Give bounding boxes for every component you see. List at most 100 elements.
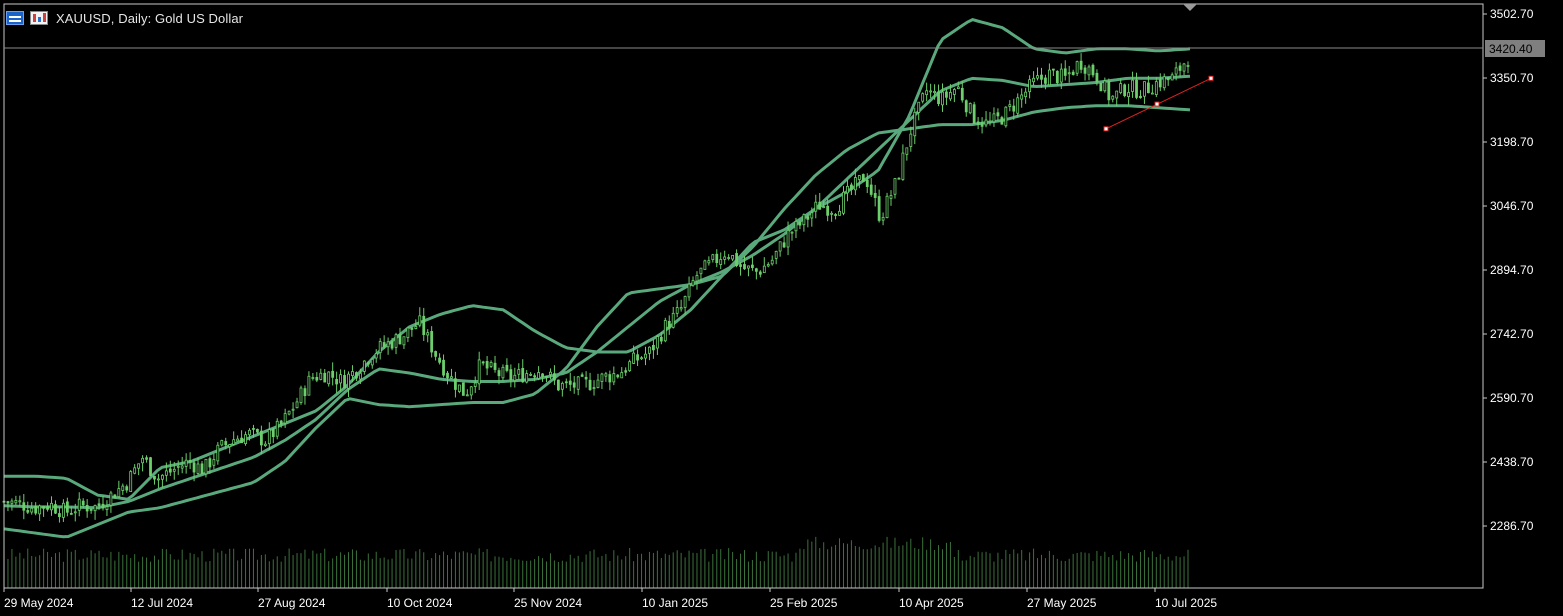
y-tick-label: 3198.70 (1490, 135, 1534, 149)
candle-body (525, 373, 529, 383)
trendline-handle[interactable] (1208, 75, 1214, 81)
candle-body (430, 331, 434, 353)
candle-body (572, 382, 576, 388)
candle-body (149, 457, 152, 476)
candle-body (418, 315, 422, 326)
candle-body (85, 504, 89, 512)
candle-body (794, 221, 798, 232)
candle-body (465, 394, 469, 397)
candle-body (216, 444, 220, 462)
candle-body (648, 346, 651, 354)
candle-body (762, 265, 766, 273)
x-tick-label: 27 May 2025 (1027, 596, 1097, 610)
candle-body (822, 206, 826, 208)
candle-body (774, 251, 778, 259)
candle-body (727, 257, 731, 259)
x-tick-label: 29 May 2024 (4, 596, 74, 610)
candle-body (1075, 61, 1079, 74)
candle-body (933, 91, 936, 93)
candle-body (410, 327, 414, 330)
candle-body (992, 113, 996, 123)
trendline-handle[interactable] (1103, 126, 1109, 132)
candle-body (612, 373, 616, 383)
candle-body (529, 373, 533, 376)
candle-body (172, 468, 176, 472)
candle-body (489, 362, 493, 367)
candle-body (861, 174, 865, 182)
candle-body (513, 374, 517, 381)
candle-body (703, 260, 707, 270)
candle-body (640, 357, 643, 360)
candle-body (956, 86, 960, 89)
candle-body (26, 510, 30, 513)
candle-body (1143, 81, 1146, 97)
candle-body (1020, 94, 1024, 100)
candle-body (711, 254, 715, 260)
candle-body (620, 372, 624, 379)
candle-body (382, 342, 386, 347)
candle-body (42, 506, 45, 509)
trendline-handle[interactable] (1154, 101, 1160, 107)
bollinger-middle-band (3, 74, 1191, 510)
candle-body (446, 372, 449, 379)
candle-body (683, 296, 687, 308)
candle-body (450, 376, 453, 379)
candle-body (592, 387, 596, 390)
candle-body (976, 121, 980, 125)
candle-body (188, 460, 192, 463)
bar-chart-icon[interactable] (30, 11, 48, 25)
candle-body (941, 91, 944, 106)
candle-body (885, 195, 889, 218)
trendline[interactable] (1103, 75, 1214, 132)
shift-marker-icon[interactable] (1183, 4, 1197, 11)
candle-body (73, 511, 77, 514)
candle-body (636, 354, 639, 361)
candle-body (731, 254, 735, 260)
x-tick-label: 10 Oct 2024 (387, 596, 453, 610)
candle-body (1115, 90, 1119, 99)
candle-body (802, 214, 806, 226)
candle-body (1119, 83, 1123, 93)
candle-body (818, 201, 822, 210)
candle-body (541, 373, 544, 377)
candle-body (61, 502, 65, 518)
x-tick-label: 27 Aug 2024 (258, 596, 326, 610)
candle-body (204, 458, 208, 475)
candle-body (319, 372, 323, 380)
candle-body (259, 430, 263, 446)
candle-body (406, 327, 410, 338)
candle-body (1016, 97, 1020, 114)
axes: 3502.70 3350.70 3198.70 3046.70 2894.70 2742.… (3, 3, 1534, 610)
candle-body (307, 375, 311, 396)
candle-body (256, 428, 259, 433)
chart-window-icon[interactable] (6, 11, 24, 25)
candle-body (137, 463, 141, 469)
candle-body (386, 341, 390, 348)
candle-body (275, 420, 279, 437)
candle-body (905, 147, 909, 155)
candle-body (521, 367, 525, 383)
candle-body (398, 334, 402, 345)
candle-body (533, 375, 537, 378)
candle-body (913, 111, 917, 137)
candle-body (1091, 64, 1095, 76)
candle-body (414, 326, 418, 330)
candle-body (517, 369, 521, 375)
candle-body (1067, 72, 1071, 75)
candle-body (244, 434, 247, 445)
candle-body (937, 91, 940, 104)
candle-body (671, 312, 675, 328)
candle-body (1135, 79, 1138, 98)
candle-body (560, 382, 564, 390)
candle-body (212, 459, 216, 466)
candle-body (826, 205, 830, 216)
candle-body (735, 253, 738, 266)
candle-body (208, 458, 212, 468)
candle-body (263, 443, 267, 446)
candle-body (628, 361, 632, 371)
candle-body (655, 336, 659, 349)
candle-body (945, 91, 948, 98)
candle-body (972, 104, 976, 124)
candle-body (14, 500, 18, 504)
